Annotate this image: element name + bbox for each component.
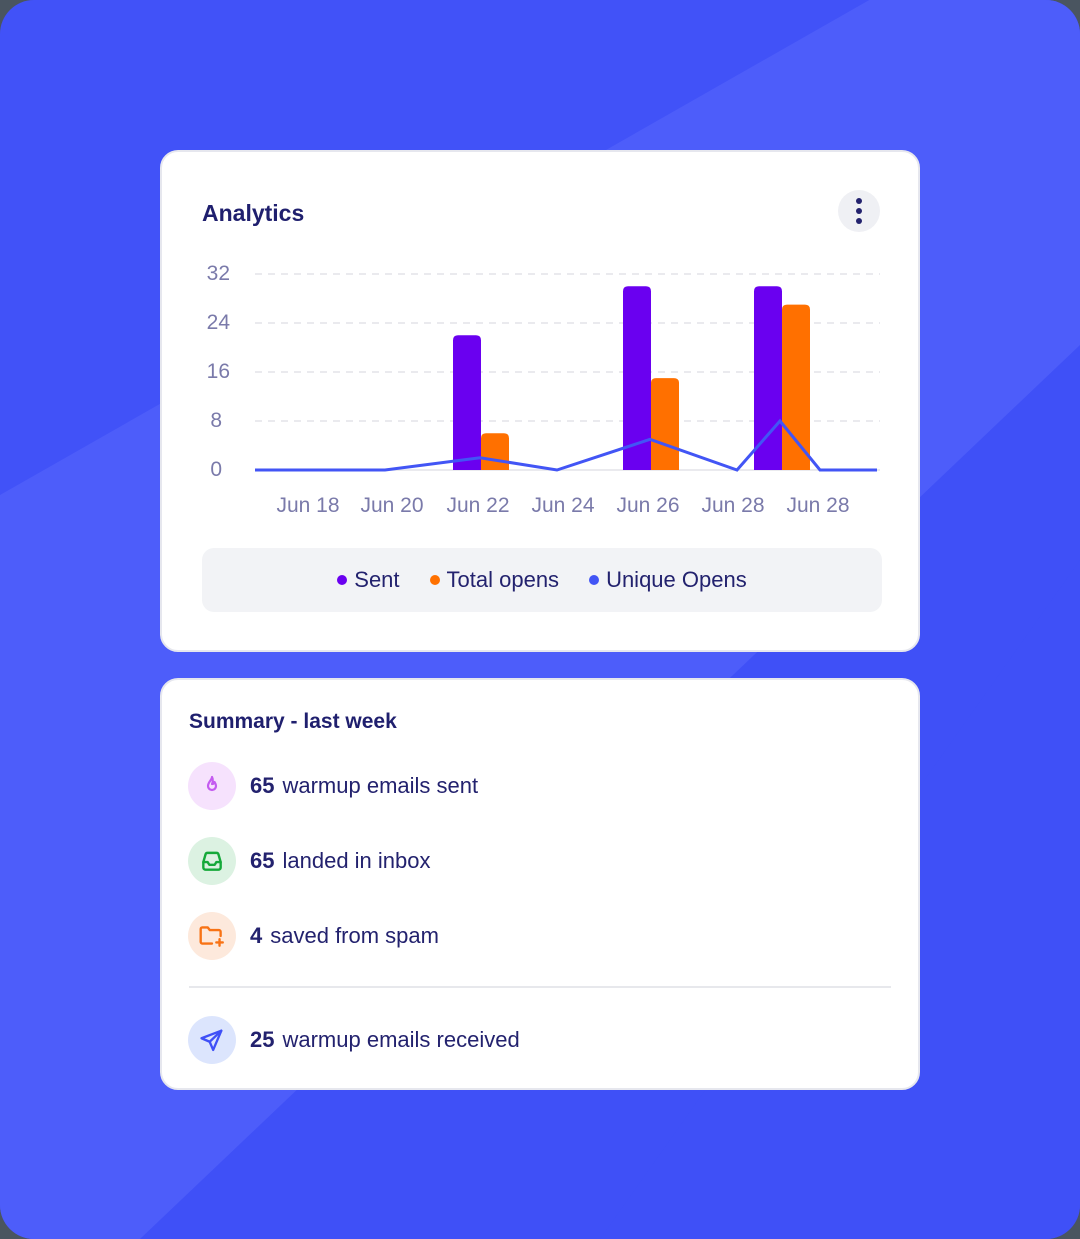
legend-item-sent[interactable]: Sent <box>337 567 400 593</box>
y-tick-0: 0 <box>210 458 222 481</box>
legend-dot-icon <box>589 575 600 585</box>
summary-label: warmup emails sent <box>282 773 479 798</box>
summary-title: Summary - last week <box>189 710 397 733</box>
chart-legend: Sent Total opens Unique Opens <box>202 548 882 612</box>
x-tick: Jun 22 <box>446 494 510 517</box>
summary-row-text: 4 saved from spam <box>250 923 439 949</box>
legend-dot-icon <box>429 575 440 585</box>
analytics-title: Analytics <box>202 200 305 226</box>
y-tick-8: 8 <box>210 409 222 432</box>
legend-label: Total opens <box>446 567 560 592</box>
x-tick: Jun 26 <box>616 494 680 517</box>
summary-row-spam: 4 saved from spam <box>188 912 439 960</box>
summary-value: 65 <box>250 773 275 798</box>
analytics-card: Analytics 32 24 16 8 0 Jun 18 Jun 20 Jun… <box>160 150 920 652</box>
summary-row-sent: 65 warmup emails sent <box>188 762 478 810</box>
summary-card: Summary - last week 65 warmup emails sent… <box>160 678 920 1090</box>
x-tick: Jun 28 <box>786 494 850 517</box>
summary-value: 25 <box>250 1027 275 1052</box>
legend-dot-icon <box>337 575 348 585</box>
x-tick: Jun 28 <box>701 494 765 517</box>
summary-label: landed in inbox <box>282 848 431 873</box>
more-vertical-icon-dot <box>856 218 862 224</box>
summary-label: warmup emails received <box>282 1027 520 1052</box>
summary-divider <box>189 986 891 988</box>
plot-area <box>255 273 880 472</box>
y-tick-32: 32 <box>206 262 230 285</box>
summary-row-text: 65 landed in inbox <box>250 848 431 874</box>
more-vertical-icon-dot <box>856 208 862 214</box>
more-vertical-icon <box>856 198 862 204</box>
send-icon <box>188 1016 236 1064</box>
more-options-button[interactable] <box>838 190 880 232</box>
summary-row-received: 25 warmup emails received <box>188 1016 520 1064</box>
summary-row-text: 65 warmup emails sent <box>250 773 478 799</box>
legend-item-unique-opens[interactable]: Unique Opens <box>589 567 747 593</box>
summary-value: 65 <box>250 848 275 873</box>
y-tick-24: 24 <box>206 311 230 334</box>
legend-label: Unique Opens <box>606 567 747 592</box>
legend-item-total-opens[interactable]: Total opens <box>429 567 560 593</box>
x-tick: Jun 20 <box>360 494 424 517</box>
y-tick-16: 16 <box>206 360 230 383</box>
legend-label: Sent <box>354 567 400 592</box>
inbox-icon <box>188 837 236 885</box>
x-tick: Jun 18 <box>276 494 340 517</box>
x-tick: Jun 24 <box>531 494 595 517</box>
flame-icon <box>188 762 236 810</box>
summary-value: 4 <box>250 923 263 948</box>
summary-label: saved from spam <box>270 923 439 948</box>
summary-row-text: 25 warmup emails received <box>250 1027 520 1053</box>
folder-plus-icon <box>188 912 236 960</box>
summary-row-inbox: 65 landed in inbox <box>188 837 431 885</box>
